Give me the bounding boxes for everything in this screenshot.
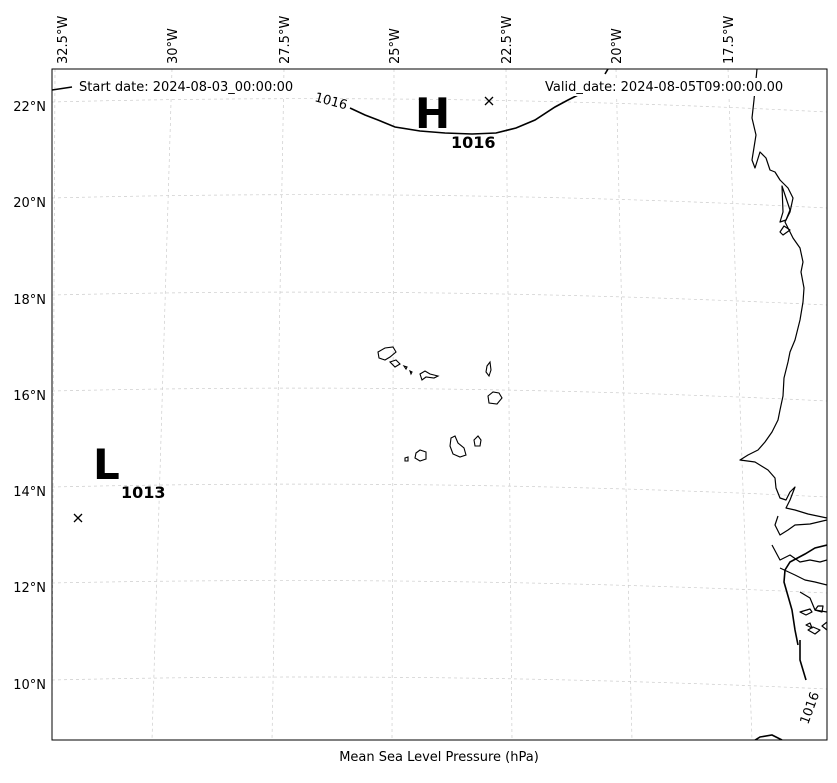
lon-label-25w: 25°W [388,28,403,64]
contour-label-south: 1016 [798,690,823,726]
map-caption: Mean Sea Level Pressure (hPa) [339,750,539,765]
coastline-africa [739,69,827,635]
high-pressure-letter: H [415,89,450,138]
longitude-labels: 32.5°W 30°W 27.5°W 25°W 22.5°W 20°W 17.5… [56,16,737,64]
lon-label-27-5w: 27.5°W [278,16,293,64]
lat-label-14n: 14°N [13,485,46,500]
latitude-labels: 22°N 20°N 18°N 16°N 14°N 12°N 10°N [13,100,46,693]
lat-label-22n: 22°N [13,100,46,115]
lon-label-20w: 20°W [610,28,625,64]
lon-label-32-5w: 32.5°W [56,16,71,64]
contour-label-north: 1016 [313,90,349,113]
lat-label-18n: 18°N [13,293,46,308]
lat-label-20n: 20°N [13,196,46,211]
low-pressure-letter: L [93,440,120,489]
low-pressure-value: 1013 [121,483,166,502]
map-frame [51,68,828,741]
lat-label-10n: 10°N [13,678,46,693]
lon-label-30w: 30°W [166,28,181,64]
isobar-1013-south [783,544,827,646]
gridlines [52,69,827,740]
cape-verde-islands [377,346,503,462]
lat-label-16n: 16°N [13,389,46,404]
high-pressure-value: 1016 [451,133,496,152]
isobar-1016 [52,69,807,740]
start-date-label: Start date: 2024-08-03_00:00:00 [79,80,293,95]
lat-label-12n: 12°N [13,581,46,596]
valid-date-label: Valid_date: 2024-08-05T09:00:00.00 [545,80,783,95]
lon-label-17-5w: 17.5°W [722,16,737,64]
cross-marker-icon [73,513,83,523]
lon-label-22-5w: 22.5°W [500,16,515,64]
cross-marker-icon [484,96,494,106]
